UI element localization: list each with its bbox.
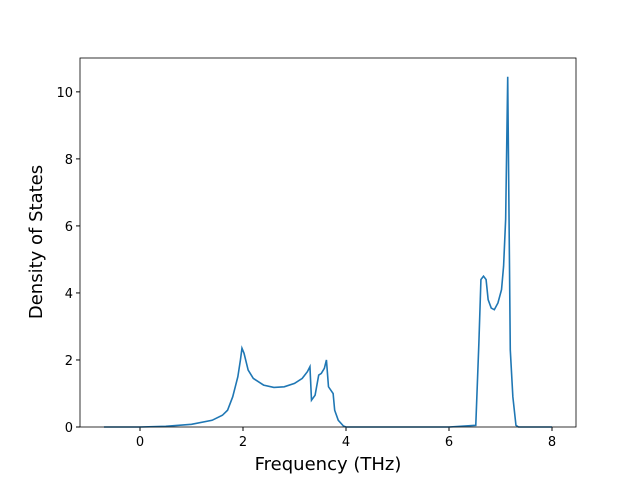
y-tick-label: 6 — [65, 220, 73, 235]
x-tick-label: 8 — [548, 435, 556, 450]
y-tick-label: 8 — [65, 153, 73, 168]
y-tick-label: 4 — [65, 287, 73, 302]
x-tick-label: 0 — [136, 435, 144, 450]
x-tick-label: 2 — [239, 435, 247, 450]
x-tick-label: 4 — [342, 435, 350, 450]
y-axis-label: Density of States — [26, 165, 47, 319]
x-tick-label: 6 — [445, 435, 453, 450]
x-axis-label: Frequency (THz) — [255, 454, 402, 475]
y-tick-label: 0 — [65, 421, 73, 436]
y-tick-label: 2 — [65, 354, 73, 369]
line — [103, 76, 553, 428]
y-tick-label: 10 — [56, 86, 73, 101]
plot-frame — [79, 57, 577, 428]
